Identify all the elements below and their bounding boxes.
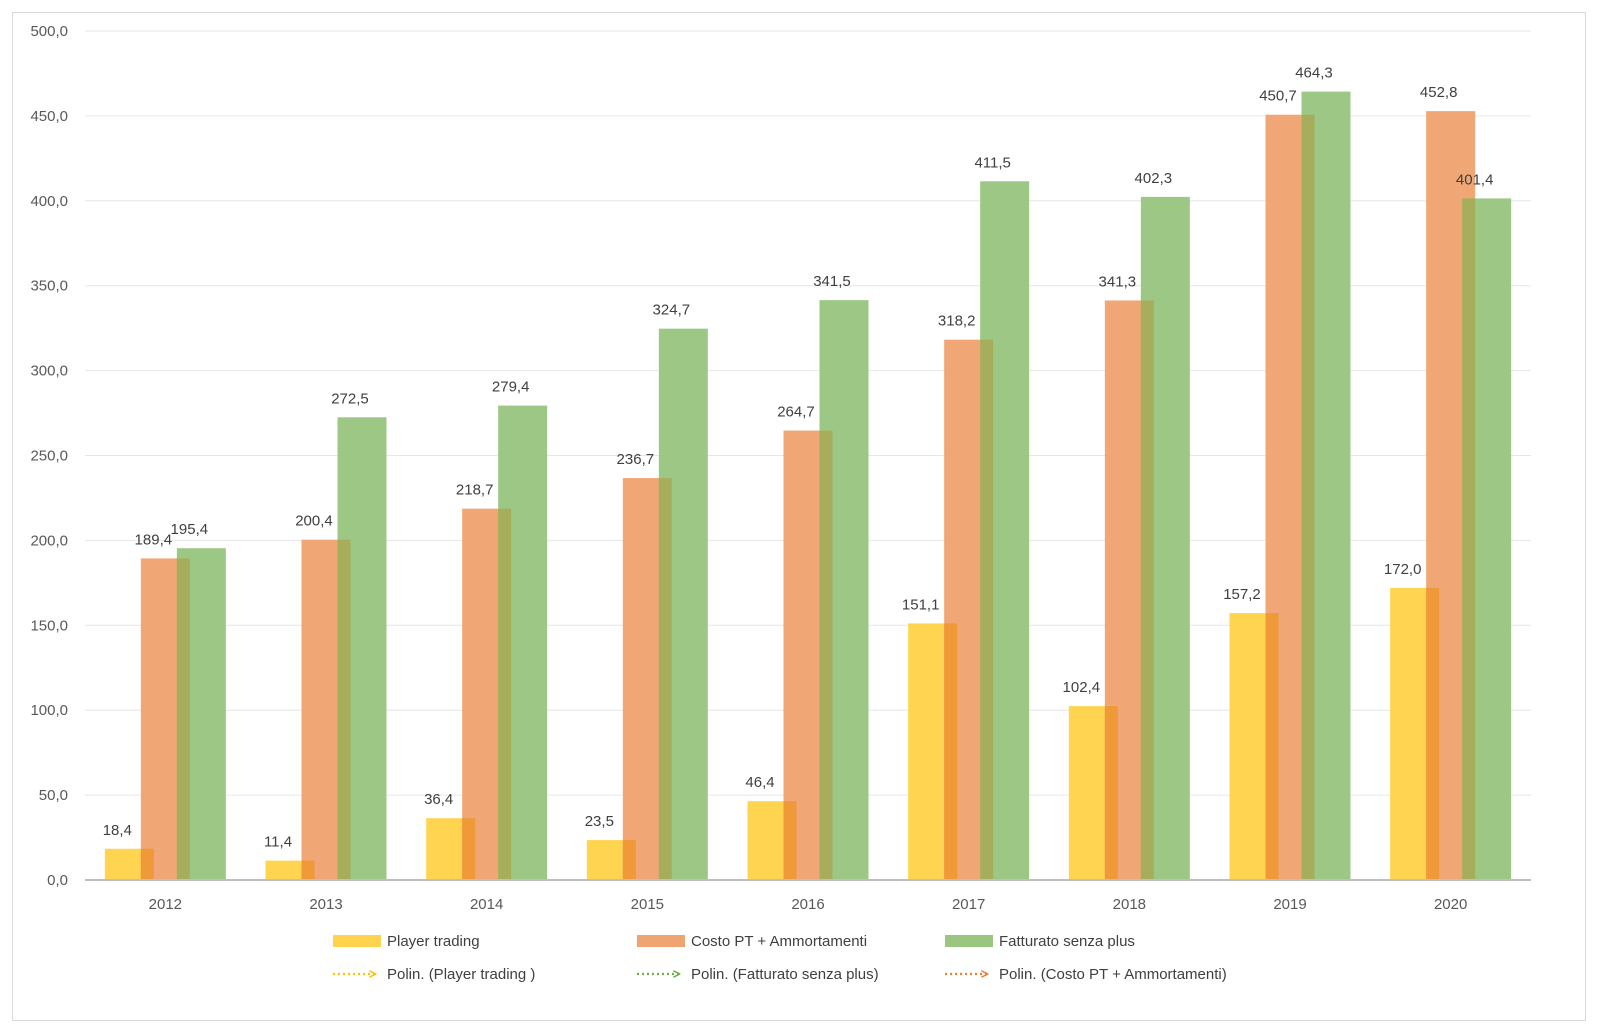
costo-pt-ammortamenti-data-label: 200,4	[295, 513, 333, 530]
y-tick-label: 200,0	[30, 532, 68, 549]
player-trading-data-label: 23,5	[585, 813, 614, 830]
legend-label: Polin. (Player trading )	[387, 966, 535, 983]
legend-item-fatturato-senza-plus: Fatturato senza plus	[945, 933, 1135, 950]
x-tick-label: 2017	[952, 896, 985, 913]
player-trading-data-label: 151,1	[902, 596, 940, 613]
y-axis: 0,0 50,0 100,0 150,0 200,0 250,0 300,0 350,0 400…	[30, 23, 68, 889]
y-tick-label: 50,0	[39, 787, 68, 804]
x-tick-label: 2013	[309, 896, 342, 913]
legend-label: Polin. (Fatturato senza plus)	[691, 966, 879, 983]
fatturato-senza-plus-data-label: 411,5	[974, 154, 1010, 171]
bar-overlap	[1426, 587, 1440, 880]
costo-pt-ammortamenti-data-label: 318,2	[938, 313, 976, 330]
bar-overlap	[1301, 114, 1315, 880]
bar-overlap	[140, 848, 154, 880]
legend-label: Fatturato senza plus	[999, 933, 1135, 950]
fatturato-senza-plus-data-label: 402,3	[1135, 170, 1173, 187]
x-tick-label: 2012	[149, 896, 182, 913]
bar-overlap	[301, 860, 315, 880]
legend-item-player-trading: Player trading	[333, 933, 480, 950]
player-trading-data-label: 36,4	[424, 791, 453, 808]
x-tick-label: 2014	[470, 896, 503, 913]
bar-overlap	[783, 801, 797, 880]
legend-label: Polin. (Costo PT + Ammortamenti)	[999, 966, 1227, 983]
legend-item-polin-fatturato-senza-plus: Polin. (Fatturato senza plus)	[637, 966, 879, 983]
costo-pt-ammortamenti-data-label: 236,7	[617, 451, 655, 468]
x-tick-label: 2016	[791, 896, 824, 913]
bar-overlap	[498, 508, 512, 880]
y-tick-label: 100,0	[30, 702, 68, 719]
fatturato-senza-plus-data-label: 341,5	[813, 273, 851, 290]
player-trading-data-label: 18,4	[103, 822, 132, 839]
player-trading-data-label: 157,2	[1223, 586, 1261, 603]
player-trading-data-label: 102,4	[1063, 679, 1101, 696]
bar-overlap	[1462, 198, 1476, 881]
costo-pt-ammortamenti-data-label: 341,3	[1099, 273, 1137, 290]
x-tick-label: 2019	[1273, 896, 1306, 913]
legend-swatch	[945, 935, 993, 947]
bars	[104, 91, 1512, 881]
bar-overlap	[462, 818, 476, 880]
x-tick-label: 2015	[631, 896, 664, 913]
bar-chart: 0,0 50,0 100,0 150,0 200,0 250,0 300,0 350,0 400…	[13, 13, 1587, 1022]
legend-item-polin-costo-pt-ammortamenti: Polin. (Costo PT + Ammortamenti)	[945, 966, 1227, 983]
bar-overlap	[337, 539, 351, 880]
costo-pt-ammortamenti-data-label: 218,7	[456, 482, 494, 499]
x-tick-label: 2020	[1434, 896, 1467, 913]
bar-overlap	[622, 840, 636, 880]
fatturato-senza-plus-data-label: 195,4	[171, 521, 209, 538]
chart-frame: 0,0 50,0 100,0 150,0 200,0 250,0 300,0 350,0 400…	[12, 12, 1586, 1021]
fatturato-senza-plus-data-label: 272,5	[331, 390, 369, 407]
y-tick-label: 250,0	[30, 448, 68, 465]
costo-pt-ammortamenti-data-label: 264,7	[777, 404, 815, 421]
y-tick-label: 0,0	[47, 872, 68, 889]
legend-label: Costo PT + Ammortamenti	[691, 933, 867, 950]
data-labels: 18,4 11,4 36,4 23,5 46,4 151,1 102,4 157,2 172,0…	[103, 65, 1494, 851]
fatturato-senza-plus-data-label: 401,4	[1456, 171, 1494, 188]
bar-overlap	[1140, 300, 1154, 880]
legend-swatch	[333, 935, 381, 947]
y-tick-label: 150,0	[30, 617, 68, 634]
bar-overlap	[658, 478, 672, 880]
player-trading-data-label: 46,4	[745, 774, 774, 791]
fatturato-senza-plus-data-label: 464,3	[1295, 65, 1333, 82]
player-trading-data-label: 172,0	[1384, 561, 1422, 578]
y-tick-label: 500,0	[30, 23, 68, 40]
y-tick-label: 300,0	[30, 363, 68, 380]
bar-overlap	[1265, 613, 1279, 880]
legend-swatch	[637, 935, 685, 947]
player-trading-data-label: 11,4	[264, 834, 292, 851]
bar-overlap	[819, 430, 833, 880]
legend-item-costo-pt-ammortamenti: Costo PT + Ammortamenti	[637, 933, 867, 950]
costo-pt-ammortamenti-data-label: 450,7	[1259, 88, 1297, 105]
legend: Player trading Costo PT + Ammortamenti Fat…	[333, 933, 1227, 983]
y-tick-label: 450,0	[30, 108, 68, 125]
y-tick-label: 400,0	[30, 193, 68, 210]
fatturato-senza-plus-data-label: 324,7	[653, 302, 691, 319]
bar-overlap	[944, 623, 958, 880]
bar-overlap	[980, 339, 994, 880]
bar-overlap	[176, 558, 190, 880]
y-tick-label: 350,0	[30, 278, 68, 295]
costo-pt-ammortamenti-data-label: 452,8	[1420, 84, 1458, 101]
x-tick-label: 2018	[1113, 896, 1146, 913]
fatturato-senza-plus-data-label: 279,4	[492, 379, 530, 396]
costo-pt-ammortamenti-data-label: 189,4	[135, 531, 173, 548]
legend-item-polin-player-trading: Polin. (Player trading )	[333, 966, 535, 983]
bar-overlap	[1104, 706, 1118, 880]
x-axis: 2012 2013 2014 2015 2016 2017 2018 2019 2020	[85, 879, 1531, 913]
legend-label: Player trading	[387, 933, 480, 950]
